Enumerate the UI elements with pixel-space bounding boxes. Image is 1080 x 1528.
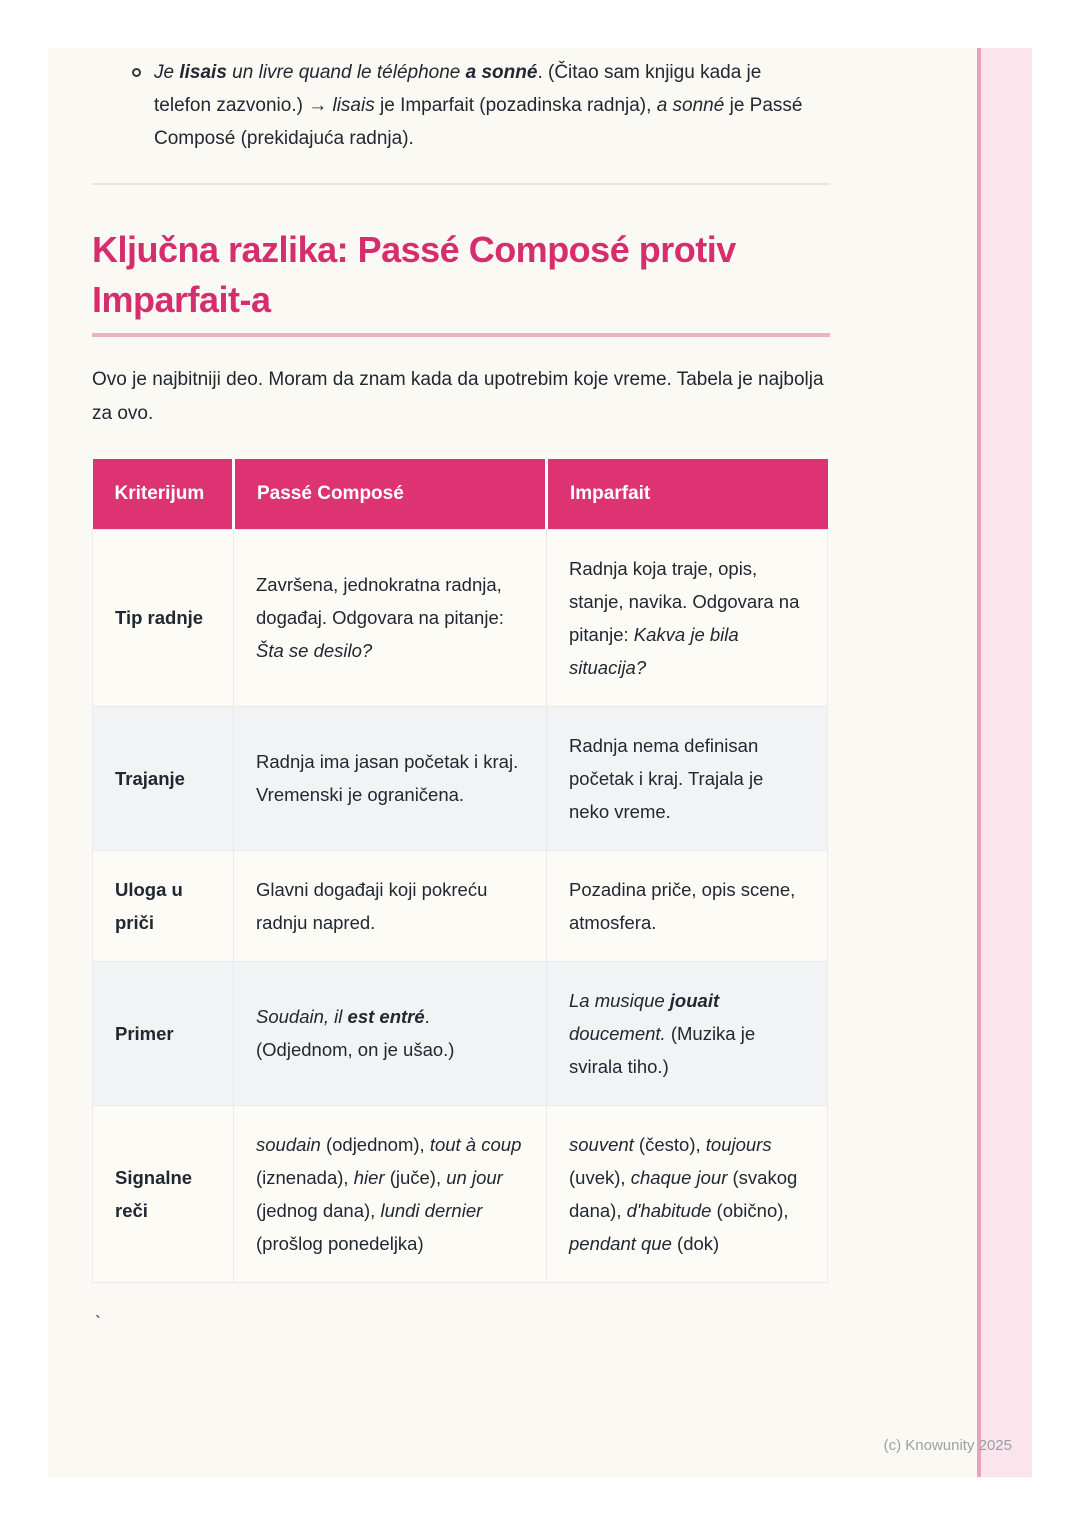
table-row: Uloga u priči Glavni događaji koji pokre…: [92, 849, 828, 962]
column-header-passe-compose: Passé Composé: [233, 459, 548, 529]
row-label: Uloga u priči: [92, 849, 234, 962]
table-row: Primer Soudain, il est entré. (Odjednom,…: [92, 960, 828, 1106]
cell-passe: Glavni događaji koji pokreću radnju napr…: [233, 849, 547, 962]
table-row: Signalne reči soudain (odjednom), tout à…: [92, 1104, 828, 1283]
document-content: Je lisais un livre quand le téléphone a …: [48, 48, 830, 1334]
table-header-row: Kriterijum Passé Composé Imparfait: [92, 459, 828, 529]
comparison-table: Kriterijum Passé Composé Imparfait Tip r…: [92, 459, 828, 1283]
bullet-circle-icon: [132, 68, 141, 77]
bullet-list-item: Je lisais un livre quand le téléphone a …: [132, 56, 822, 155]
cell-imparfait: La musique jouait doucement. (Muzika je …: [546, 960, 828, 1106]
cell-imparfait: Pozadina priče, opis scene, atmosfera.: [546, 849, 828, 962]
cell-imparfait: souvent (često), toujours (uvek), chaque…: [546, 1104, 828, 1283]
cell-imparfait: Radnja nema definisan početak i kraj. Tr…: [546, 705, 828, 851]
cell-passe: Radnja ima jasan početak i kraj. Vremens…: [233, 705, 547, 851]
row-label: Tip radnje: [92, 528, 234, 707]
cell-passe: Soudain, il est entré. (Odjednom, on je …: [233, 960, 547, 1106]
cell-passe: Završena, jednokratna radnja, događaj. O…: [233, 528, 547, 707]
cell-passe: soudain (odjednom), tout à coup (iznenad…: [233, 1104, 547, 1283]
column-header-imparfait: Imparfait: [546, 459, 828, 529]
row-label: Primer: [92, 960, 234, 1106]
row-label: Trajanje: [92, 705, 234, 851]
section-heading: Ključna razlika: Passé Composé protiv Im…: [92, 229, 736, 320]
intro-paragraph: Ovo je najbitniji deo. Moram da znam kad…: [92, 369, 824, 424]
accent-stripe: [977, 48, 1032, 1477]
row-label: Signalne reči: [92, 1104, 234, 1283]
table-row: Trajanje Radnja ima jasan početak i kraj…: [92, 705, 828, 851]
table-row: Tip radnje Završena, jednokratna radnja,…: [92, 528, 828, 707]
footer-credit: (c) Knowunity 2025: [883, 1437, 1012, 1454]
cell-imparfait: Radnja koja traje, opis, stanje, navika.…: [546, 528, 828, 707]
column-header-kriterijum: Kriterijum: [92, 459, 235, 529]
bullet-text: Je lisais un livre quand le téléphone a …: [154, 62, 803, 149]
document-card: Je lisais un livre quand le téléphone a …: [48, 48, 977, 1477]
stray-backtick: `: [95, 1312, 101, 1333]
section-divider: [92, 183, 830, 185]
heading-underline: [92, 333, 830, 337]
